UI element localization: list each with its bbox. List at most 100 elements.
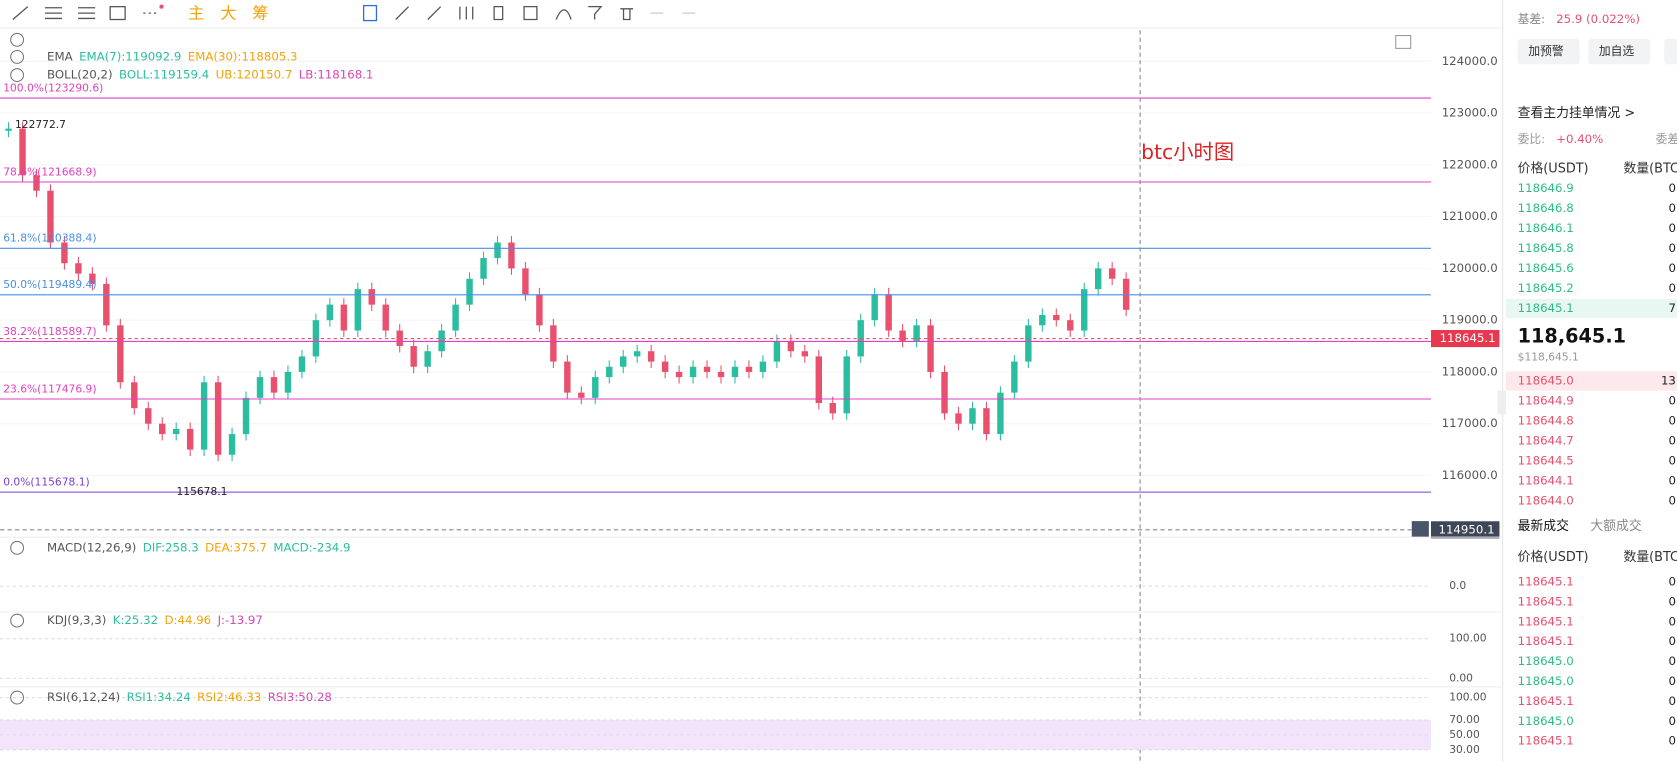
tool-channel[interactable] [78, 7, 96, 20]
indicator-toggle[interactable] [10, 49, 25, 64]
candle [410, 346, 417, 367]
panel-button-label[interactable]: 加自选 [1599, 44, 1635, 58]
annotation: btc小时图 [1141, 140, 1234, 164]
candle [1094, 268, 1102, 290]
trade-qty: 0 [1668, 694, 1675, 708]
tool-set[interactable] [395, 6, 634, 21]
candle [843, 356, 850, 414]
candle [899, 330, 906, 341]
crosshair-add[interactable] [1411, 521, 1429, 538]
y-tick-label: 120000.0 [1442, 261, 1498, 275]
book-price: 118644.0 [1518, 493, 1574, 507]
candle [228, 434, 236, 455]
indicator-toggle[interactable] [10, 613, 25, 628]
toolbar-icons[interactable] [12, 4, 696, 22]
candle [298, 356, 306, 372]
fib-label: 23.6%(117476.9) [3, 382, 96, 395]
candle [913, 325, 920, 341]
toolbar-tab[interactable]: 主 [188, 4, 204, 23]
tool-copy[interactable] [362, 4, 378, 22]
indicator-name: MACD(12,26,9) [47, 540, 136, 554]
candle [633, 351, 641, 357]
indicator-value: MACD:-234.9 [273, 540, 350, 554]
candle [256, 377, 264, 398]
candle [1108, 268, 1116, 279]
indicator-value: EMA(30):118805.3 [188, 49, 298, 63]
trade-price: 118645.1 [1518, 594, 1574, 608]
panel-toggle[interactable] [1497, 390, 1506, 415]
indicator-toggle[interactable] [10, 690, 25, 705]
trade-qty: 0 [1668, 734, 1675, 748]
last-price: 118,645.1 [1518, 325, 1626, 348]
depth-link[interactable]: 查看主力挂单情况 > [1518, 105, 1635, 121]
book-qty: 0 [1668, 221, 1675, 235]
fib-label: 78.6%(121668.9) [3, 165, 96, 178]
book-qty: 0 [1668, 413, 1675, 427]
panel-button[interactable] [1588, 38, 1651, 65]
book-price: 118645.1 [1518, 301, 1574, 315]
indicator-value: UB:120150.7 [216, 68, 293, 82]
pane-tick-label: 100.00 [1449, 691, 1487, 704]
panel-button[interactable] [1664, 38, 1677, 65]
candle [326, 304, 334, 321]
candle [815, 356, 823, 404]
toolbar-tab[interactable]: 大 [220, 4, 236, 23]
candle [466, 278, 473, 305]
trade-qty: 0 [1668, 714, 1675, 728]
tool-rect[interactable] [109, 6, 126, 21]
candle [103, 283, 110, 326]
panel-button[interactable] [1517, 38, 1580, 65]
book-highlight [1505, 298, 1677, 319]
book-qty: 0 [1668, 261, 1675, 275]
indicator-value: RSI1:34.24 [127, 690, 191, 704]
tool-line[interactable] [12, 6, 29, 20]
indicator-value: DIF:258.3 [143, 540, 199, 554]
book-qty: 0 [1668, 241, 1675, 255]
indicator-toggle[interactable] [10, 68, 25, 83]
candle [745, 366, 753, 372]
indicator-value: BOLL:119159.4 [119, 68, 209, 82]
candle [647, 351, 655, 362]
indicator-value: EMA(7):119092.9 [79, 49, 181, 63]
trade-header: 价格(USDT) [1518, 549, 1589, 565]
high-marker: 122772.7 [15, 118, 66, 131]
candle [941, 371, 948, 414]
tool-hline[interactable] [44, 7, 63, 20]
candle [19, 128, 26, 176]
book-price: 118644.7 [1518, 433, 1574, 447]
book-price: 118645.2 [1518, 281, 1574, 295]
candle [592, 377, 599, 398]
trade-qty: 0 [1668, 634, 1675, 648]
book-qty: 13 [1661, 374, 1676, 388]
trade-price: 118645.1 [1518, 614, 1574, 628]
panel-button-label[interactable]: 加预警 [1528, 44, 1564, 58]
pane-tick-label: 0.0 [1449, 579, 1466, 592]
book-price: 118644.5 [1518, 453, 1574, 467]
trade-price: 118645.0 [1518, 654, 1574, 668]
candle [5, 128, 12, 131]
indicator-toggle[interactable] [10, 540, 25, 555]
book-price: 118644.9 [1518, 393, 1574, 407]
candle [200, 382, 208, 450]
book-qty: 0 [1668, 493, 1675, 507]
trade-tab[interactable]: 大额成交 [1590, 518, 1641, 534]
basis-value: 25.9 (0.022%) [1556, 12, 1640, 26]
book-price: 118645.8 [1518, 241, 1574, 255]
candle [871, 294, 878, 321]
candle [452, 304, 459, 331]
collapse-button[interactable] [10, 32, 25, 47]
indicator-value: RSI2:46.33 [197, 690, 261, 704]
candle [675, 371, 683, 378]
candle [661, 361, 669, 372]
candle [214, 382, 222, 455]
indicator-name: KDJ(9,3,3) [47, 613, 106, 627]
candle [117, 325, 124, 383]
fullscreen-button[interactable] [1395, 35, 1412, 49]
trade-tab[interactable]: 最新成交 [1518, 518, 1569, 534]
toolbar-tab[interactable]: 筹 [252, 4, 268, 23]
book-header: 数量(BTC [1624, 162, 1677, 177]
trade-price: 118645.1 [1518, 575, 1574, 589]
candle [89, 273, 96, 284]
candle [340, 304, 348, 331]
